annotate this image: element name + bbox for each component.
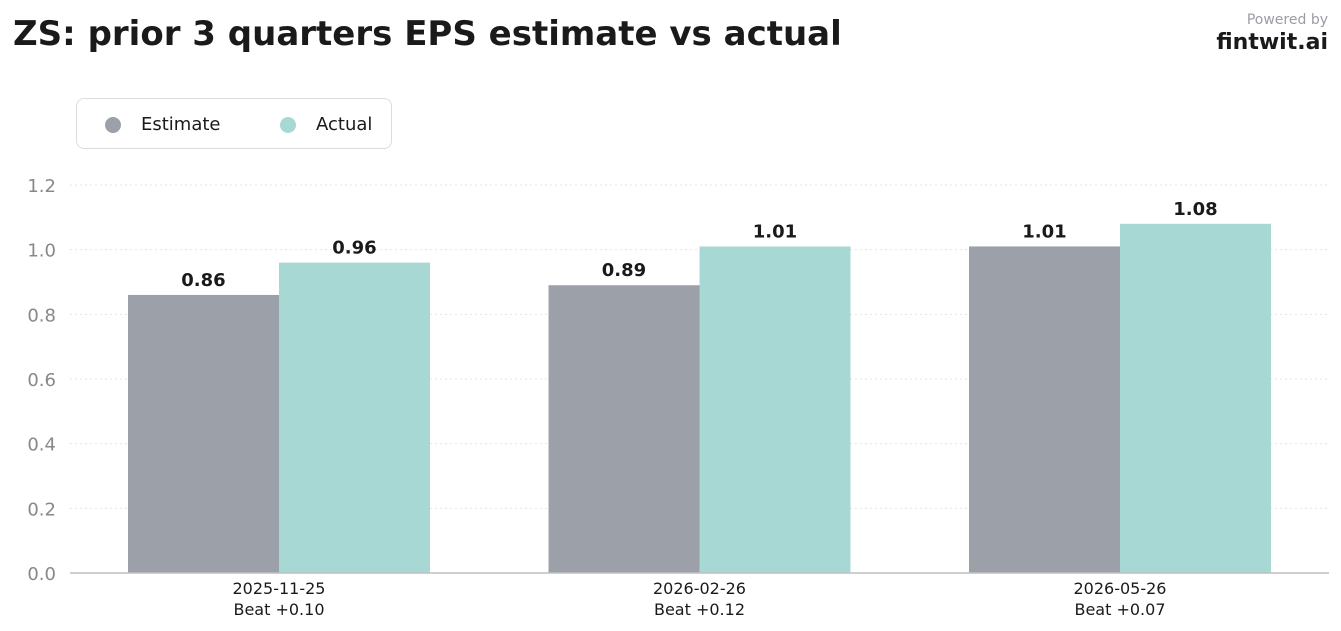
bar-actual <box>1120 223 1271 574</box>
bar-estimate <box>969 246 1120 573</box>
x-tick-sublabel: Beat +0.10 <box>233 600 324 619</box>
x-tick-sublabel: Beat +0.12 <box>654 600 745 619</box>
data-label-actual: 1.08 <box>1173 199 1217 220</box>
data-label-estimate: 0.89 <box>602 260 646 281</box>
data-label-estimate: 1.01 <box>1022 221 1066 242</box>
data-label-estimate: 0.86 <box>181 270 225 291</box>
y-tick-label: 0.6 <box>27 370 56 391</box>
legend-item-actual: Actual <box>280 99 372 150</box>
x-tick-label: 2026-02-26 <box>653 579 746 598</box>
y-tick-label: 0.4 <box>27 435 56 456</box>
brand-block: Powered by fintwit.ai <box>1216 12 1328 58</box>
chart-title: ZS: prior 3 quarters EPS estimate vs act… <box>13 14 842 54</box>
x-tick-sublabel: Beat +0.07 <box>1074 600 1165 619</box>
y-tick-label: 1.2 <box>27 176 56 197</box>
y-tick-label: 0.2 <box>27 499 56 520</box>
legend-item-estimate: Estimate <box>105 99 221 150</box>
powered-by-text: Powered by <box>1246 12 1328 28</box>
bar-actual <box>699 246 851 573</box>
bar-estimate <box>128 294 279 573</box>
y-tick-label: 0.8 <box>27 305 56 326</box>
x-tick-label: 2025-11-25 <box>233 579 326 598</box>
legend-swatch-estimate <box>105 116 121 133</box>
bar-estimate <box>548 285 700 573</box>
brand-name: fintwit.ai <box>1216 30 1328 55</box>
y-tick-label: 0.0 <box>27 564 56 585</box>
legend-label-actual: Actual <box>316 114 373 135</box>
data-label-actual: 1.01 <box>753 221 797 242</box>
legend-swatch-actual <box>280 116 296 133</box>
y-tick-label: 1.0 <box>27 241 56 262</box>
data-label-actual: 0.96 <box>332 238 376 259</box>
chart-legend: Estimate Actual <box>76 98 392 149</box>
bar-actual <box>279 262 430 573</box>
legend-label-estimate: Estimate <box>141 114 221 135</box>
x-tick-label: 2026-05-26 <box>1074 579 1167 598</box>
